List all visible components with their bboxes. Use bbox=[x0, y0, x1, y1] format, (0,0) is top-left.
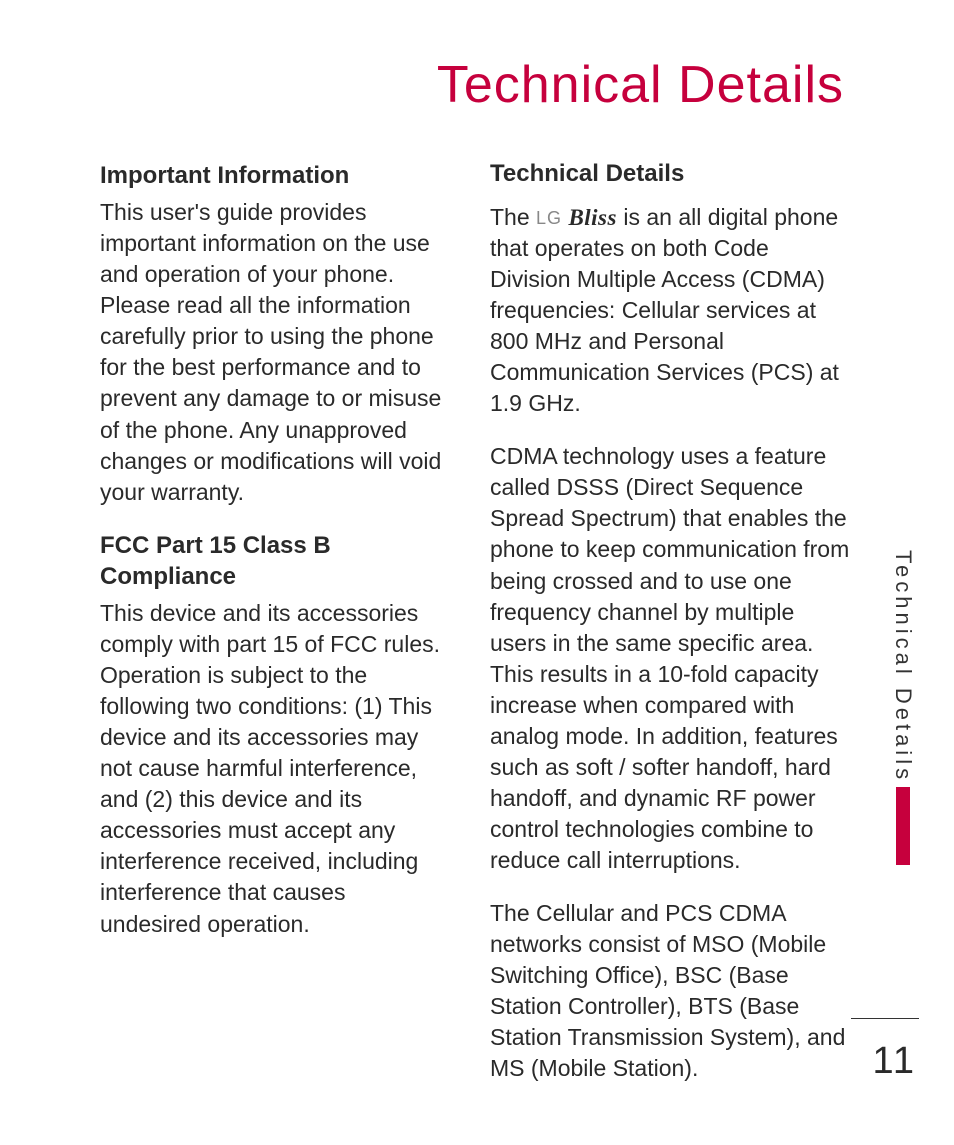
left-column: Important Information This user's guide … bbox=[100, 160, 450, 1106]
paragraph-tech-overview: The LG Bliss is an all digital phone tha… bbox=[490, 202, 850, 419]
heading-fcc-compliance: FCC Part 15 Class B Compliance bbox=[100, 530, 450, 592]
paragraph-cdma-dsss: CDMA technology uses a feature called DS… bbox=[490, 441, 850, 876]
lg-logo-text: LG bbox=[536, 208, 562, 228]
heading-technical-details: Technical Details bbox=[490, 160, 850, 188]
text-post: is an all digital phone that operates on… bbox=[490, 204, 839, 416]
paragraph-network-components: The Cellular and PCS CDMA networks consi… bbox=[490, 898, 850, 1084]
page-title: Technical Details bbox=[100, 55, 844, 115]
paragraph-important-information: This user's guide provides important inf… bbox=[100, 197, 450, 507]
paragraph-fcc-compliance: This device and its accessories comply w… bbox=[100, 598, 450, 940]
page-number-rule bbox=[851, 1018, 919, 1019]
bliss-logo-text: Bliss bbox=[568, 205, 617, 230]
page: Technical Details Important Information … bbox=[0, 0, 954, 1145]
content-columns: Important Information This user's guide … bbox=[100, 160, 914, 1106]
section-tab: Technical Details bbox=[890, 550, 916, 865]
section-tab-bar bbox=[896, 787, 910, 865]
text-pre: The bbox=[490, 204, 536, 230]
page-number: 11 bbox=[873, 1040, 916, 1083]
heading-important-information: Important Information bbox=[100, 160, 450, 191]
right-column: Technical Details The LG Bliss is an all… bbox=[490, 160, 850, 1106]
section-tab-label: Technical Details bbox=[890, 550, 916, 783]
